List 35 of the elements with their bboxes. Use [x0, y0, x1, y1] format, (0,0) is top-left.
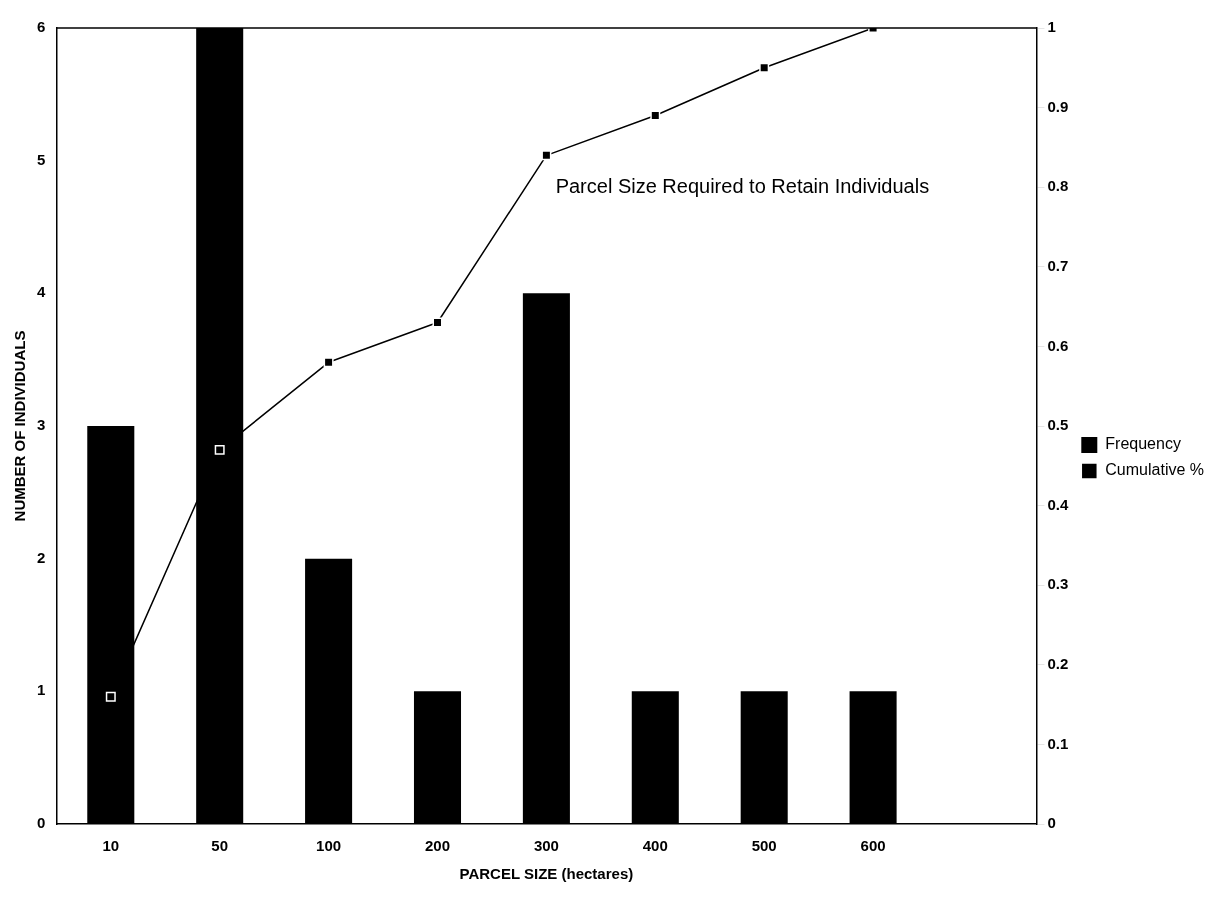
point	[323, 357, 334, 368]
x-tick-label: 400	[642, 837, 668, 855]
x-tick-label: 100	[316, 837, 342, 855]
legend-label: Frequency	[1105, 435, 1181, 453]
y2-tick-label: 0.7	[1047, 256, 1069, 274]
y-tick-label: 5	[37, 150, 46, 168]
y2-tick-label: 0	[1047, 814, 1056, 832]
legend-label: Cumulative %	[1105, 461, 1204, 479]
point	[105, 691, 116, 702]
point	[541, 150, 552, 161]
y-tick-label: 1	[37, 681, 46, 699]
y-axis-title: NUMBER OF INDIVIDUALS	[11, 330, 29, 522]
x-axis-title: PARCEL SIZE (hectares)	[459, 865, 634, 883]
y2-tick-label: 1	[1047, 18, 1056, 36]
y2-tick-label: 0.5	[1047, 416, 1069, 434]
x-tick-label: 50	[211, 837, 229, 855]
y-tick-label: 0	[37, 814, 46, 832]
y-tick-label: 4	[37, 283, 46, 301]
y2-tick-label: 0.2	[1047, 654, 1069, 672]
point	[214, 444, 225, 455]
y2-tick-label: 0.3	[1047, 575, 1069, 593]
x-tick-label: 500	[751, 837, 777, 855]
x-tick-label: 200	[424, 837, 451, 855]
y-tick-label: 6	[37, 18, 46, 36]
y-tick-label: 2	[37, 548, 46, 566]
annotation: Parcel Size Required to Retain Individuals	[555, 174, 930, 197]
y2-tick-label: 0.8	[1047, 177, 1069, 195]
y-tick-label: 3	[37, 416, 46, 434]
x-tick-label: 10	[102, 837, 120, 855]
y2-tick-label: 0.9	[1047, 97, 1069, 115]
y2-tick-label: 0.1	[1047, 734, 1069, 752]
y2-tick-label: 0.4	[1047, 495, 1069, 513]
x-tick-label: 600	[860, 837, 886, 855]
x-tick-label: 300	[533, 837, 559, 855]
y2-tick-label: 0.6	[1047, 336, 1069, 354]
